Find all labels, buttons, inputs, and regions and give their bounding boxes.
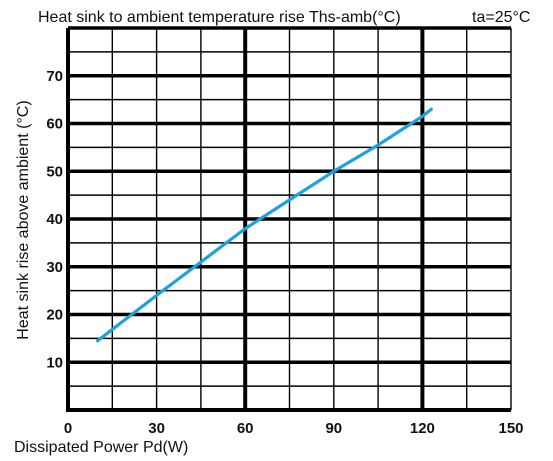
series-line — [95, 107, 433, 343]
y-tick-label: 70 — [46, 68, 63, 85]
x-tick-label: 60 — [237, 420, 254, 437]
y-tick-labels: 10 20 30 40 50 60 70 — [46, 68, 63, 372]
y-axis-label: Heat sink rise above ambient (°C) — [15, 100, 32, 339]
series-layer — [95, 107, 433, 343]
x-tick-label: 150 — [498, 420, 523, 437]
grid-lines — [66, 26, 512, 412]
y-tick-label: 20 — [46, 307, 63, 324]
y-tick-label: 40 — [46, 211, 63, 228]
x-tick-label: 0 — [64, 420, 72, 437]
x-tick-labels: 0 30 60 90 120 150 — [64, 420, 524, 437]
y-tick-label: 10 — [46, 354, 63, 371]
x-tick-label: 30 — [148, 420, 165, 437]
y-tick-label: 50 — [46, 163, 63, 180]
y-tick-label: 30 — [46, 259, 63, 276]
chart-title: Heat sink to ambient temperature rise Th… — [38, 9, 401, 26]
ambient-condition-label: ta=25°C — [472, 9, 530, 26]
x-axis-label: Dissipated Power Pd(W) — [14, 439, 188, 456]
x-tick-label: 90 — [325, 420, 342, 437]
x-tick-label: 120 — [410, 420, 435, 437]
y-tick-label: 60 — [46, 116, 63, 133]
